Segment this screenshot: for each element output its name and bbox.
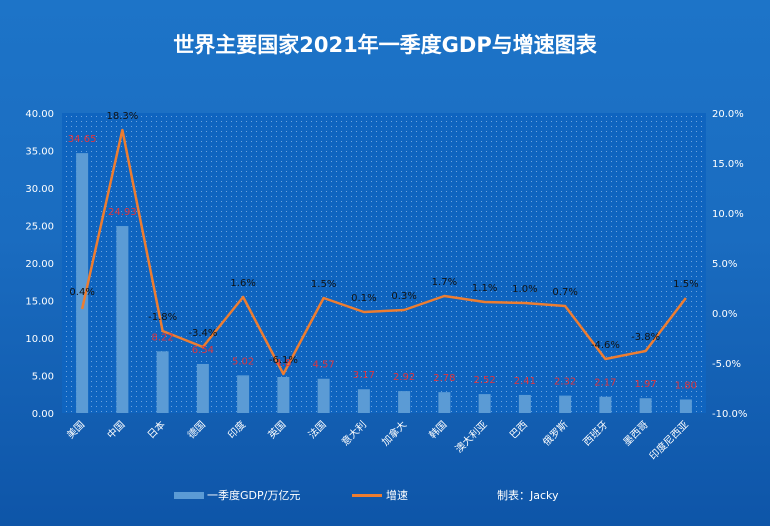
growth-value-label: 0.1% <box>351 293 376 304</box>
gdp-bar <box>599 396 612 413</box>
growth-value-label: -6.1% <box>269 355 298 366</box>
y-left-tick-label: 5.00 <box>32 372 54 383</box>
category-label: 澳大利亚 <box>452 418 489 455</box>
gdp-bar <box>317 378 330 413</box>
gdp-value-label: 2.78 <box>433 373 455 384</box>
growth-line-group <box>80 128 687 376</box>
gdp-value-label: 1.80 <box>675 381 697 392</box>
gdp-bar <box>357 389 370 413</box>
gdp-value-label: 34.65 <box>68 134 97 145</box>
gdp-bar <box>679 399 692 413</box>
growth-value-label: 0.7% <box>552 287 577 298</box>
growth-value-label: 1.5% <box>311 279 336 290</box>
category-label: 俄罗斯 <box>540 418 570 448</box>
gdp-value-label: 2.92 <box>393 372 415 383</box>
gdp-value-label: 5.02 <box>232 356 254 367</box>
category-label: 法国 <box>305 418 328 441</box>
category-label: 加拿大 <box>379 418 409 448</box>
gdp-bar <box>196 363 209 413</box>
gdp-bar <box>76 153 89 413</box>
legend-swatch-growth <box>352 494 382 497</box>
growth-value-label: 1.0% <box>512 284 537 295</box>
plot-area <box>62 113 706 413</box>
category-label: 日本 <box>144 418 167 441</box>
gdp-bar <box>639 398 652 413</box>
category-label: 德国 <box>185 418 208 441</box>
gdp-value-label: 4.8 <box>275 358 291 369</box>
y-right-tick-label: 15.0% <box>712 159 744 170</box>
gdp-bar <box>237 375 250 413</box>
gdp-bar <box>559 395 572 413</box>
growth-value-label: 1.5% <box>673 279 698 290</box>
gdp-value-label: 3.17 <box>353 370 375 381</box>
y-right-tick-label: -10.0% <box>712 409 747 420</box>
category-label: 美国 <box>64 418 87 441</box>
gdp-value-label: 4.57 <box>312 360 334 371</box>
chart-title: 世界主要国家2021年一季度GDP与增速图表 <box>173 33 598 57</box>
gdp-bar <box>277 377 290 413</box>
y-left-tick-label: 0.00 <box>32 409 54 420</box>
gdp-bar <box>438 392 451 413</box>
category-label: 韩国 <box>426 418 449 441</box>
growth-value-label: -3.4% <box>188 328 217 339</box>
growth-value-label: 1.1% <box>472 283 497 294</box>
growth-value-label: 0.3% <box>391 291 416 302</box>
gdp-value-label: 2.41 <box>514 376 536 387</box>
y-left-tick-label: 30.00 <box>25 184 54 195</box>
category-label: 英国 <box>265 418 288 441</box>
y-right-tick-label: 10.0% <box>712 209 744 220</box>
gdp-value-label: 8.22 <box>151 332 173 343</box>
category-label: 印度 <box>225 418 248 441</box>
y-right-tick-label: 0.0% <box>712 309 737 320</box>
category-label: 印度尼西亚 <box>646 418 691 463</box>
category-label: 巴西 <box>507 419 530 442</box>
y-left-tick-label: 35.00 <box>25 147 54 158</box>
category-label: 中国 <box>104 418 127 441</box>
gdp-bar <box>518 394 531 413</box>
growth-value-label: -1.8% <box>148 312 177 323</box>
y-left-tick-label: 15.00 <box>25 297 54 308</box>
gdp-bar <box>398 391 411 413</box>
bars-group <box>76 153 692 413</box>
gdp-value-label: 1.97 <box>634 379 656 390</box>
legend-swatch-gdp <box>174 492 204 499</box>
growth-value-label: 18.3% <box>106 111 138 122</box>
category-label: 西班牙 <box>581 419 611 449</box>
y-right-tick-label: 5.0% <box>712 259 737 270</box>
growth-value-label: 0.4% <box>69 287 94 298</box>
category-label: 意大利 <box>339 418 369 448</box>
y-right-tick-label: 20.0% <box>712 109 744 120</box>
category-label: 墨西哥 <box>621 419 651 449</box>
y-right-tick-label: -5.0% <box>712 359 741 370</box>
y-left-tick-label: 10.00 <box>25 334 54 345</box>
gdp-value-label: 2.52 <box>473 375 495 386</box>
gdp-value-label: 2.32 <box>554 377 576 388</box>
y-left-tick-label: 20.00 <box>25 259 54 270</box>
gdp-bar <box>156 351 169 413</box>
gdp-value-label: 6.54 <box>192 345 214 356</box>
gdp-value-label: 24.93 <box>108 207 137 218</box>
growth-line <box>80 128 687 376</box>
gdp-value-label: 2.17 <box>594 378 616 389</box>
legend-label-growth: 增速 <box>386 488 408 502</box>
growth-value-label: -4.6% <box>591 340 620 351</box>
legend-label-gdp: 一季度GDP/万亿元 <box>207 488 300 502</box>
growth-value-label: 1.6% <box>230 278 255 289</box>
data-labels-group: 34.65 24.93 8.22 6.54 5.02 4.8 4.57 3.17 2.92 2.7… <box>68 111 699 392</box>
gdp-bar <box>116 226 129 413</box>
gdp-bar <box>478 394 491 413</box>
growth-value-label: 1.7% <box>432 277 457 288</box>
y-left-tick-label: 25.00 <box>25 222 54 233</box>
growth-value-label: -3.8% <box>631 332 660 343</box>
credit-annotation: 制表：Jacky <box>497 488 559 502</box>
legend: 一季度GDP/万亿元 增速 制表：Jacky <box>174 488 559 502</box>
y-left-tick-label: 40.00 <box>25 109 54 120</box>
